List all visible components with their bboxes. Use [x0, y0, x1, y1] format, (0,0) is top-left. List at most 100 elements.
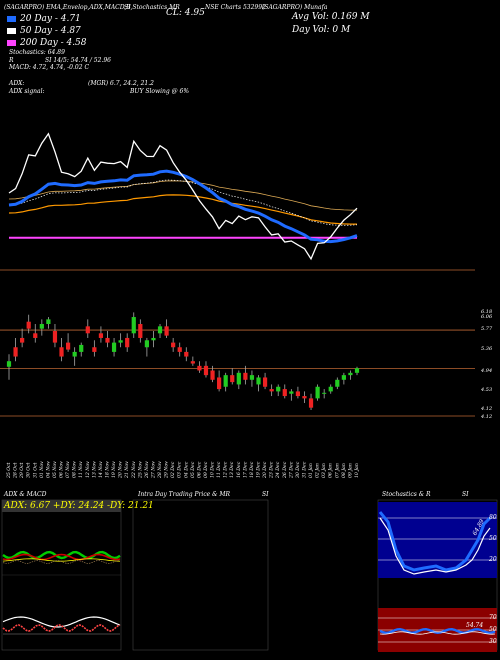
adx-lines — [2, 550, 121, 564]
price-close-line — [8, 132, 358, 261]
date-label: 12 Dec — [223, 461, 229, 478]
candle-body — [98, 333, 104, 338]
candle — [138, 319, 143, 343]
candle — [65, 333, 71, 352]
header-text-1: SI,Stochastics,MR — [124, 4, 180, 11]
candle — [203, 361, 209, 378]
candle-body — [341, 375, 346, 380]
candle-body — [328, 386, 333, 392]
date-label: 11 Dec — [216, 461, 222, 478]
date-label: 26 Dec — [282, 461, 288, 479]
date-label: 20 Nov — [118, 461, 124, 479]
adx-values: (MGR) 6.7, 24.2, 21.2 — [88, 80, 154, 87]
intraday-panel-title: Intra Day Trading Price & MR — [138, 491, 231, 498]
candle — [33, 324, 38, 343]
candle-body — [217, 377, 222, 390]
intraday-panel-title-suffix: SI — [262, 491, 269, 498]
candle — [276, 384, 281, 397]
candle-body — [236, 372, 241, 385]
header-text-0: (SAGARPRO) EMA,Envelop,ADX,MACD,B — [4, 4, 131, 11]
date-label: 17 Dec — [242, 461, 248, 478]
date-label: 08 Nov — [72, 461, 78, 478]
rsi-bg — [378, 608, 497, 652]
rsi-value-label: 54.74 — [466, 622, 484, 629]
candle-body — [295, 391, 301, 397]
header-text-3: (SAGARPRO) Munafa — [262, 4, 328, 11]
date-label: 27 Nov — [150, 461, 156, 479]
legend-entry-1: 50 Day - 4.87 — [20, 26, 81, 36]
date-label: 08 Jan — [341, 463, 347, 478]
candle — [105, 330, 110, 348]
candle — [315, 384, 320, 401]
candle — [230, 368, 235, 385]
candle — [157, 324, 163, 338]
avg-volume: Avg Vol: 0.169 M — [292, 12, 370, 22]
rsi-level-label-30: 30 — [489, 638, 497, 645]
date-label: 30 Oct — [26, 462, 32, 478]
adx-signal-label: ADX signal: — [9, 88, 45, 95]
candle — [6, 354, 12, 380]
adx-minus-di-line — [2, 553, 121, 561]
date-label: 28 Oct — [13, 462, 19, 479]
candle — [249, 370, 255, 387]
candle — [217, 370, 222, 392]
candle — [13, 337, 18, 362]
candle — [26, 314, 31, 334]
date-label: 03 Dec — [177, 461, 183, 478]
date-label: 19 Nov — [111, 461, 117, 478]
date-label: 04 Dec — [183, 461, 189, 478]
date-label: 19 Dec — [256, 461, 262, 478]
date-label: 25 Oct — [6, 462, 12, 479]
date-label: 01 Jan — [308, 463, 314, 478]
date-label: 03 Jan — [321, 463, 327, 478]
candles — [6, 312, 360, 410]
stoch-d-line — [379, 517, 491, 575]
candle — [184, 347, 189, 362]
legend-swatch-1 — [7, 28, 16, 34]
candle — [72, 347, 77, 366]
envelope-lower — [8, 194, 357, 225]
candle-body — [13, 347, 18, 357]
ema20-line — [8, 169, 358, 244]
candle-body — [322, 392, 327, 394]
candle — [262, 372, 268, 390]
date-label: 06 Nov — [59, 461, 65, 478]
candle-body — [52, 330, 58, 343]
candle-body — [348, 372, 353, 376]
price-axis-label: 6.18 — [481, 309, 492, 315]
ema50-line — [8, 179, 358, 226]
candle — [46, 317, 51, 329]
intraday-panel-frame — [132, 499, 269, 651]
candle-body — [118, 340, 123, 343]
candle — [256, 375, 261, 392]
candle — [111, 337, 117, 357]
candle-body — [138, 324, 143, 338]
candle — [335, 377, 340, 390]
candle-body — [33, 333, 38, 338]
date-label: 29 Nov — [164, 461, 170, 479]
candle-body — [230, 375, 235, 383]
adx-panel-frame — [1, 499, 122, 651]
rsi-level-label-50: 50 — [489, 626, 497, 633]
date-label: 16 Dec — [236, 461, 242, 478]
candle-body — [131, 317, 136, 334]
date-label: 14 Nov — [98, 461, 104, 478]
date-label: 21 Nov — [124, 461, 130, 479]
candle-body — [65, 342, 71, 350]
date-label: 22 Nov — [131, 461, 137, 479]
candle-body — [164, 326, 169, 336]
legend-entry-0: 20 Day - 4.71 — [20, 14, 81, 24]
candle-body — [72, 351, 77, 357]
stoch-k-line — [378, 511, 492, 572]
candle-body — [144, 340, 149, 348]
rsi-level-label-70: 70 — [489, 614, 497, 621]
candle — [151, 330, 156, 348]
date-label: 04 Nov — [45, 461, 51, 478]
adx-signal: BUY Slowing @ 6% — [130, 88, 190, 95]
candle-body — [256, 377, 261, 385]
date-label: 13 Dec — [229, 461, 235, 478]
candle — [197, 361, 202, 373]
candle-body — [282, 389, 287, 397]
candle — [302, 391, 307, 404]
candle-body — [151, 337, 156, 341]
